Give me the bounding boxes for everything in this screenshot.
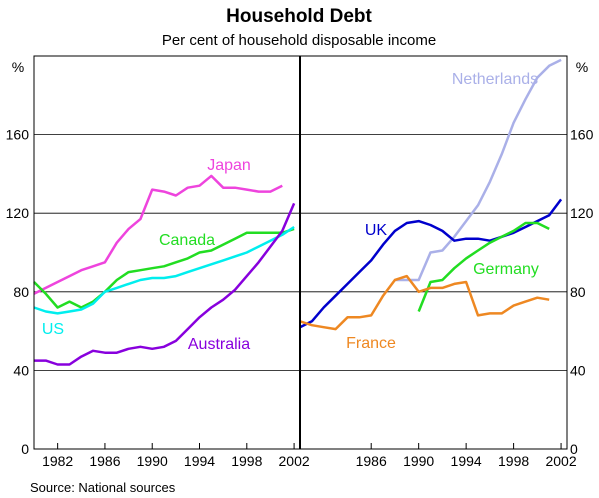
x-tick-label-1-1994: 1994 (451, 453, 482, 469)
y-tick-right-40: 40 (570, 362, 586, 378)
plot-area: 0 0 40 40 80 80 120 120 160 160 1982 1986 1990 1994 19… (6, 55, 594, 469)
x-tick-label-1-1990: 1990 (403, 453, 434, 469)
series-line-uk (299, 198, 563, 329)
x-tick-label-0-1982: 1982 (42, 453, 73, 469)
series-line-us (33, 225, 295, 315)
x-tick-label-0-2002: 2002 (279, 453, 310, 469)
series-label-germany: Germany (473, 261, 539, 278)
series-line-netherlands (394, 58, 562, 282)
series-label-australia: Australia (188, 336, 250, 353)
y-tick-right-120: 120 (570, 205, 594, 221)
series-line-france (299, 274, 550, 331)
series-label-japan: Japan (207, 157, 251, 174)
y-tick-left-0: 0 (21, 441, 29, 457)
y-tick-right-0: 0 (570, 441, 578, 457)
x-tick-label-0-1994: 1994 (184, 453, 215, 469)
series-label-us: US (42, 321, 64, 338)
x-tick-label-1-1998: 1998 (498, 453, 529, 469)
y-tick-left-40: 40 (13, 362, 29, 378)
y-unit-left: % (12, 59, 24, 75)
y-tick-left-80: 80 (13, 284, 29, 300)
x-tick-label-0-1998: 1998 (231, 453, 262, 469)
x-tick-label-1-2002: 2002 (545, 453, 576, 469)
y-tick-left-160: 160 (6, 127, 30, 143)
series-label-netherlands: Netherlands (452, 71, 538, 88)
series-line-japan (33, 174, 283, 295)
source-note: Source: National sources (30, 480, 176, 495)
y-tick-right-80: 80 (570, 284, 586, 300)
series-label-france: France (346, 335, 396, 352)
x-tick-label-1-1986: 1986 (356, 453, 387, 469)
series-line-australia (34, 202, 296, 366)
chart-subtitle: Per cent of household disposable income (162, 32, 436, 49)
series-line-canada (33, 227, 295, 309)
x-tick-label-0-1986: 1986 (89, 453, 120, 469)
chart-title: Household Debt (226, 6, 372, 27)
series-label-uk: UK (365, 222, 388, 239)
y-tick-left-120: 120 (6, 205, 30, 221)
y-unit-right: % (576, 59, 588, 75)
y-tick-right-160: 160 (570, 127, 594, 143)
series-label-canada: Canada (159, 232, 215, 249)
series-line-germany (417, 221, 550, 312)
x-tick-label-0-1990: 1990 (137, 453, 168, 469)
